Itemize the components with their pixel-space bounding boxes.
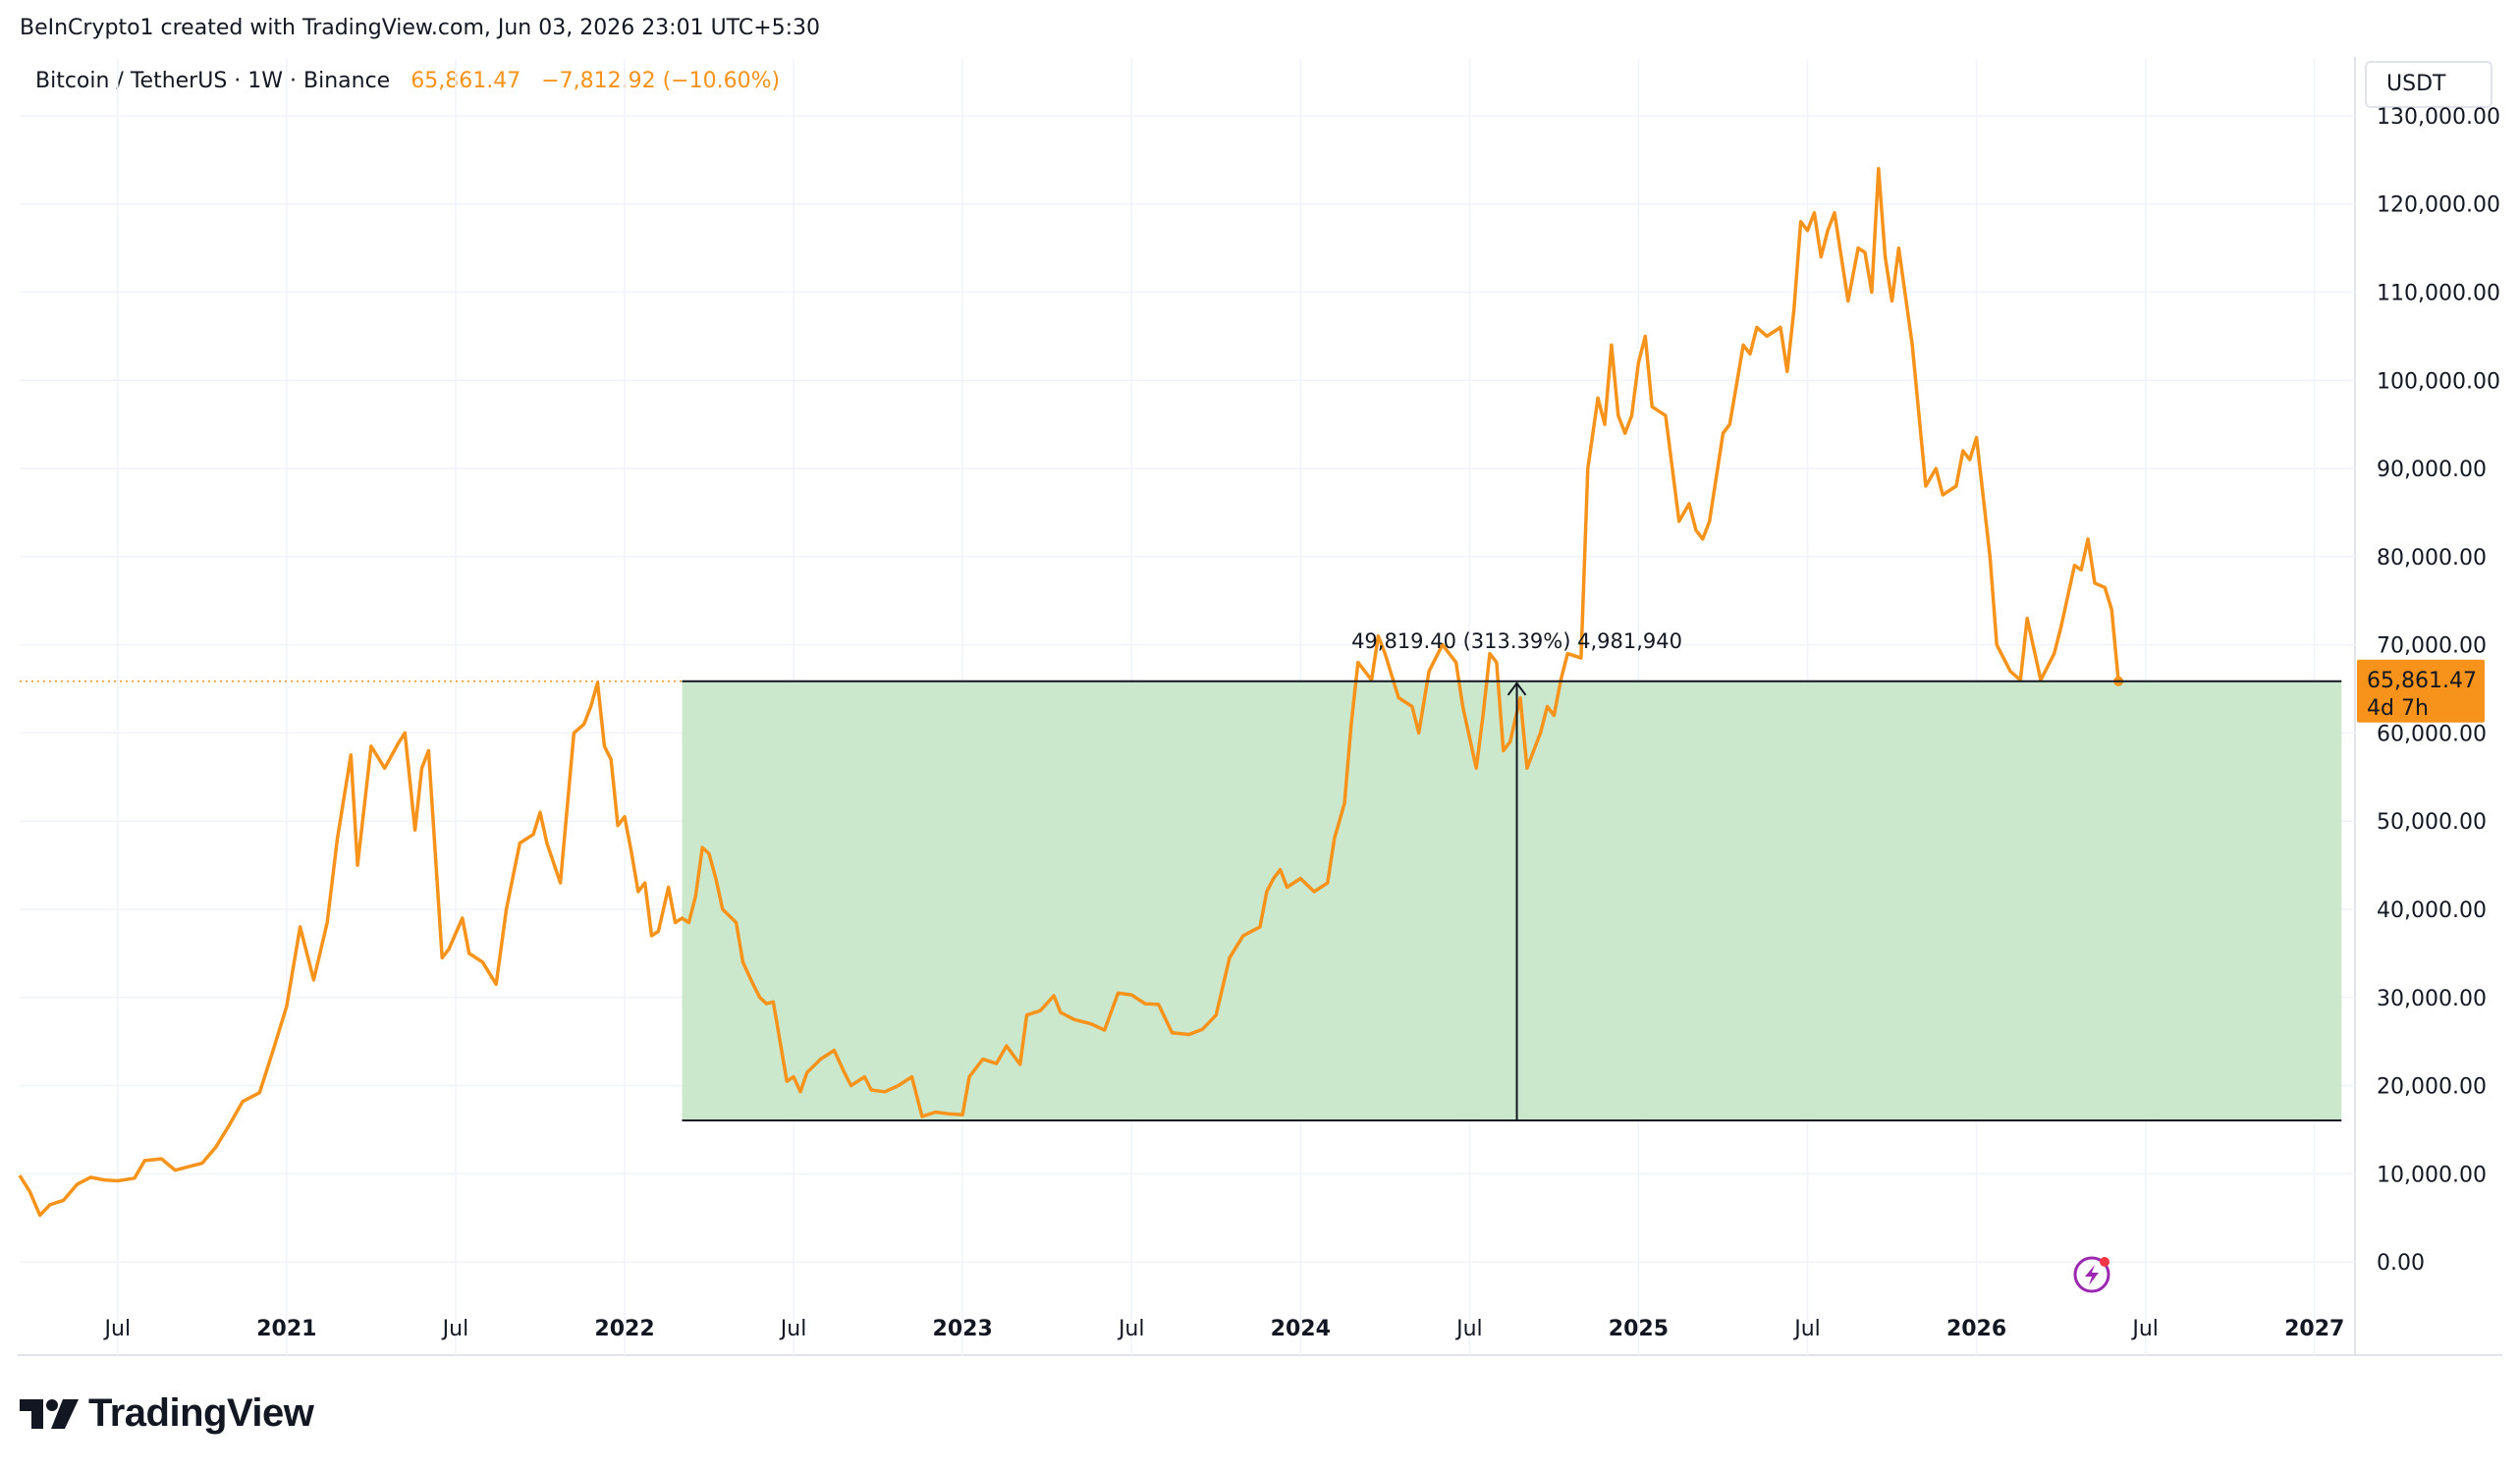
y-tick-label: 20,000.00 xyxy=(2377,1075,2487,1100)
y-tick-label: 0.00 xyxy=(2377,1251,2425,1276)
x-tick-label: Jul xyxy=(103,1317,132,1341)
y-tick-label: 90,000.00 xyxy=(2377,458,2487,482)
price-chart[interactable]: 49,819.40 (313.39%) 4,981,940 0.00 10,000… xyxy=(0,0,2520,1375)
x-tick-label: 2024 xyxy=(1271,1317,1331,1341)
y-tick-label: 130,000.00 xyxy=(2377,105,2500,130)
x-tick-label: 2023 xyxy=(933,1317,993,1341)
y-tick-label: 120,000.00 xyxy=(2377,193,2500,218)
symbol-legend: Bitcoin / TetherUS · 1W · Binance 65,861… xyxy=(35,69,780,93)
y-tick-label: 10,000.00 xyxy=(2377,1163,2487,1187)
x-tick-label: 2021 xyxy=(256,1317,316,1341)
last-price: 65,861.47 xyxy=(411,69,521,93)
x-tick-label: 2025 xyxy=(1609,1317,1669,1341)
y-tick-label: 60,000.00 xyxy=(2377,722,2487,746)
price-label-value: 65,861.47 xyxy=(2367,669,2477,693)
y-tick-label: 110,000.00 xyxy=(2377,282,2500,306)
x-tick-label: 2027 xyxy=(2284,1317,2344,1341)
y-tick-label: 100,000.00 xyxy=(2377,369,2500,394)
x-tick-label: Jul xyxy=(1117,1317,1145,1341)
price-axis: 0.00 10,000.00 20,000.00 30,000.00 40,000.00… xyxy=(2377,105,2500,1276)
y-tick-label: 80,000.00 xyxy=(2377,546,2487,571)
x-tick-label: Jul xyxy=(1454,1317,1483,1341)
x-tick-label: 2026 xyxy=(1946,1317,2006,1341)
y-tick-label: 50,000.00 xyxy=(2377,810,2487,835)
price-label-bg xyxy=(2357,659,2485,723)
price-line xyxy=(18,167,2120,1218)
y-tick-label: 30,000.00 xyxy=(2377,987,2487,1011)
chart-overlay: 65,861.47 4d 7h xyxy=(20,659,2485,1293)
tradingview-logo-icon xyxy=(20,1399,79,1429)
time-axis: Jul 2021 Jul 2022 Jul 2023 Jul 2024 Jul 2025 Jul 20… xyxy=(103,1317,2345,1341)
measure-zone-fill xyxy=(682,681,2342,1121)
currency-unit-button[interactable]: USDT xyxy=(2365,61,2493,108)
measure-zone xyxy=(682,681,2342,1121)
x-tick-label: Jul xyxy=(2130,1317,2159,1341)
x-tick-label: 2022 xyxy=(594,1317,654,1341)
x-tick-label: Jul xyxy=(779,1317,807,1341)
price-change: −7,812.92 (−10.60%) xyxy=(541,69,781,93)
measure-lines: 49,819.40 (313.39%) 4,981,940 xyxy=(682,629,2342,1122)
chart-credit: BeInCrypto1 created with TradingView.com… xyxy=(20,16,821,40)
lightning-icon[interactable] xyxy=(2073,1256,2110,1293)
y-tick-label: 40,000.00 xyxy=(2377,899,2487,923)
measure-arrow-head xyxy=(1507,681,1527,696)
measure-label: 49,819.40 (313.39%) 4,981,940 xyxy=(1351,629,1682,653)
tradingview-brand[interactable]: TradingView xyxy=(20,1389,314,1438)
tradingview-wordmark: TradingView xyxy=(88,1390,314,1435)
x-tick-label: Jul xyxy=(441,1317,469,1341)
x-tick-label: Jul xyxy=(1792,1317,1821,1341)
price-label-countdown: 4d 7h xyxy=(2367,696,2429,721)
symbol-title[interactable]: Bitcoin / TetherUS · 1W · Binance xyxy=(35,69,391,93)
y-tick-label: 70,000.00 xyxy=(2377,634,2487,659)
